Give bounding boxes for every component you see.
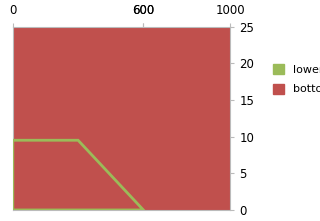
Polygon shape	[13, 140, 143, 210]
Polygon shape	[13, 27, 230, 210]
Legend: lower left, bottom: lower left, bottom	[268, 60, 320, 99]
